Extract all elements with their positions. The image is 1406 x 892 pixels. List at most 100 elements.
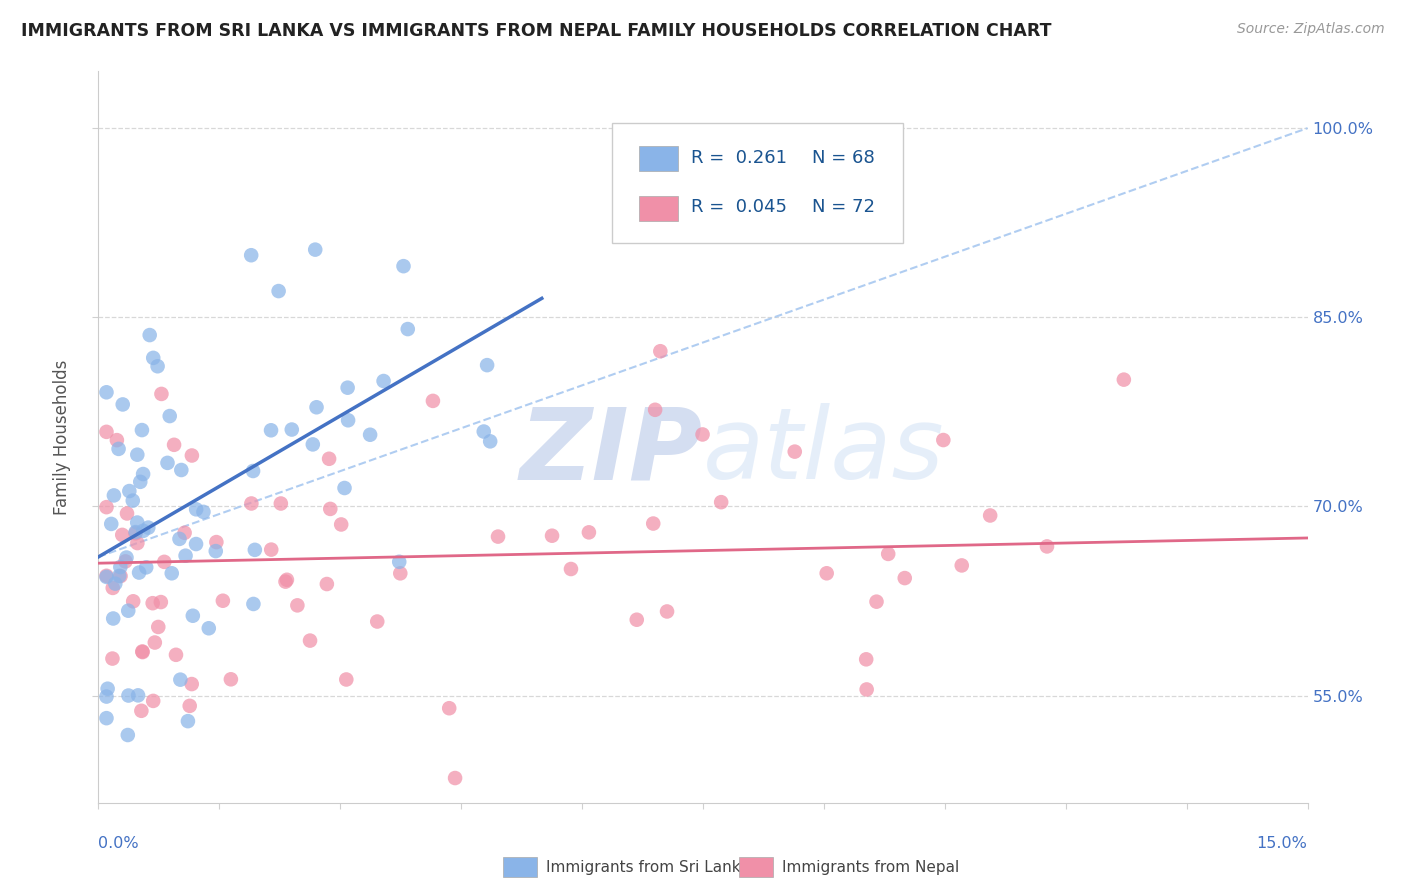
Text: N = 72: N = 72 [811,198,875,217]
Point [96,500,118,515]
Point [100,516,122,531]
Point [242,464,264,478]
Point [163,438,186,452]
Point [626,613,648,627]
Point [101,651,124,665]
Point [131,423,153,437]
Point [186,502,208,516]
Point [274,574,297,589]
Bar [740,857,773,878]
Point [131,645,153,659]
Point [156,456,179,470]
Point [124,526,146,541]
Point [643,516,665,531]
Point [96,690,118,704]
Text: IMMIGRANTS FROM SRI LANKA VS IMMIGRANTS FROM NEPAL FAMILY HOUSEHOLDS CORRELATION: IMMIGRANTS FROM SRI LANKA VS IMMIGRANTS … [21,22,1052,40]
Point [96,425,118,439]
Point [142,694,165,708]
Point [855,682,877,697]
Point [212,593,235,607]
Point [710,495,733,509]
Point [173,525,195,540]
Point [366,615,388,629]
Point [260,542,283,557]
Point [950,558,973,573]
Point [578,525,600,540]
Text: Source: ZipAtlas.com: Source: ZipAtlas.com [1237,22,1385,37]
Point [305,401,328,415]
Point [815,566,838,581]
Point [287,599,309,613]
Point [108,569,131,583]
Point [169,673,191,687]
Point [205,535,228,549]
Point [260,423,283,437]
Point [115,507,138,521]
Bar [503,857,537,878]
Point [132,467,155,481]
Point [373,374,395,388]
Point [336,381,359,395]
Text: N = 68: N = 68 [811,149,875,167]
Point [131,644,153,658]
Point [1112,373,1135,387]
Point [979,508,1001,523]
Point [128,566,150,580]
Text: R =  0.045: R = 0.045 [690,198,787,217]
Point [319,502,342,516]
Point [142,351,165,365]
Point [97,681,120,696]
Point [170,463,193,477]
Point [105,433,128,447]
Point [96,570,118,584]
Point [655,605,678,619]
Point [149,595,172,609]
Point [315,577,337,591]
Point [301,437,323,451]
Point [392,259,415,273]
Point [107,442,129,456]
Point [396,322,419,336]
Point [131,704,153,718]
Point [127,448,149,462]
Text: Immigrants from Nepal: Immigrants from Nepal [782,860,959,875]
Point [1036,540,1059,554]
Point [129,475,152,489]
Point [159,409,181,423]
Point [127,689,149,703]
Point [169,532,191,546]
FancyBboxPatch shape [613,122,903,244]
Text: ZIP: ZIP [520,403,703,500]
Point [783,444,806,458]
Text: 15.0%: 15.0% [1257,836,1308,851]
Point [142,596,165,610]
Point [115,550,138,565]
Point [318,451,340,466]
Point [146,359,169,374]
Point [444,771,467,785]
Point [193,505,215,519]
Point [121,493,143,508]
Point [472,425,495,439]
Point [335,673,357,687]
Point [127,516,149,530]
Point [96,385,118,400]
Point [333,481,356,495]
Text: R =  0.261: R = 0.261 [690,149,787,167]
Point [103,611,125,625]
Point [359,427,381,442]
Point [101,581,124,595]
Point [174,549,197,563]
Point [437,701,460,715]
Point [184,537,207,551]
Point [110,569,132,583]
Point [96,711,118,725]
Point [270,496,292,510]
Point [135,560,157,574]
Point [111,528,134,542]
FancyBboxPatch shape [638,195,678,220]
Point [180,677,202,691]
Point [160,566,183,581]
Point [644,402,666,417]
Point [304,243,326,257]
